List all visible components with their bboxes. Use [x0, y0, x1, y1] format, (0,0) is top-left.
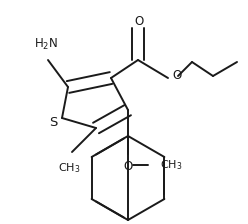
Text: O: O: [123, 160, 133, 173]
Text: O: O: [172, 69, 181, 82]
Text: CH$_3$: CH$_3$: [58, 161, 80, 175]
Text: H$_2$N: H$_2$N: [34, 37, 58, 52]
Text: S: S: [49, 116, 57, 129]
Text: CH$_3$: CH$_3$: [160, 158, 183, 172]
Text: O: O: [134, 15, 144, 28]
